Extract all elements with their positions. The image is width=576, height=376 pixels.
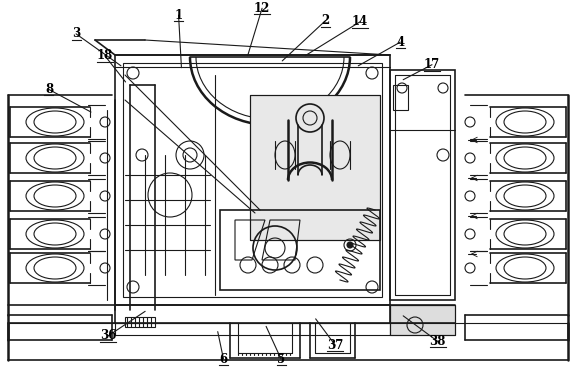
Text: 38: 38 xyxy=(430,335,446,348)
Circle shape xyxy=(347,242,353,248)
Bar xyxy=(390,70,455,300)
Text: 36: 36 xyxy=(100,329,116,342)
Bar xyxy=(115,55,390,305)
Bar xyxy=(390,305,455,335)
Text: 3: 3 xyxy=(72,27,80,40)
Text: 8: 8 xyxy=(45,83,53,96)
Bar xyxy=(115,323,390,335)
Bar xyxy=(220,210,380,290)
Bar xyxy=(125,317,155,327)
Bar xyxy=(250,95,380,240)
Bar xyxy=(390,305,455,335)
Text: 6: 6 xyxy=(219,353,228,365)
Text: 4: 4 xyxy=(396,36,404,49)
Bar xyxy=(250,95,380,240)
Bar xyxy=(123,63,382,297)
Text: 17: 17 xyxy=(424,58,440,71)
Text: 37: 37 xyxy=(327,339,343,352)
Text: 5: 5 xyxy=(277,353,285,365)
Text: 2: 2 xyxy=(321,14,329,27)
Bar xyxy=(115,305,390,323)
Text: 1: 1 xyxy=(175,9,183,21)
Bar xyxy=(393,85,408,110)
Text: 12: 12 xyxy=(254,2,270,15)
Text: 18: 18 xyxy=(97,49,113,62)
Text: 14: 14 xyxy=(352,15,368,28)
